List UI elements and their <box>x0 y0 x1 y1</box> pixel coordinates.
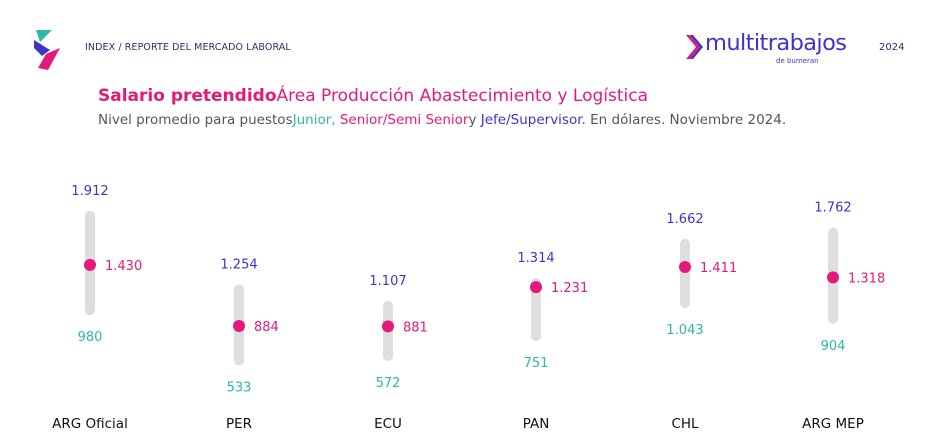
subtitle-senior: Senior/Semi Senior <box>335 112 469 128</box>
jefe-label-ecu: 1.107 <box>369 274 406 289</box>
range-bar-chl <box>680 238 690 309</box>
senior-point-pan <box>530 281 542 294</box>
subtitle-connector: y <box>468 112 477 128</box>
senior-label-chl: 1.411 <box>700 261 737 276</box>
junior-label-per: 533 <box>227 380 252 395</box>
brand-subname: de bumeran <box>776 57 819 65</box>
junior-label-ecu: 572 <box>376 376 401 391</box>
subtitle-prefix: Nivel promedio para puestos <box>98 112 293 128</box>
junior-label-arg-oficial: 980 <box>78 330 103 345</box>
junior-label-arg-mep: 904 <box>821 339 846 354</box>
jefe-label-arg-oficial: 1.912 <box>71 184 108 199</box>
subtitle-junior: Junior, <box>292 112 336 128</box>
range-bar-pan <box>531 277 541 341</box>
senior-point-arg-mep <box>827 271 839 284</box>
chart-subtitle: Nivel promedio para puestosJunior, Senio… <box>98 112 786 128</box>
senior-point-arg-oficial <box>84 258 96 271</box>
senior-label-arg-mep: 1.318 <box>848 271 885 286</box>
title-rest: Área Producción Abastecimiento y Logísti… <box>276 86 649 106</box>
category-label-arg-mep: ARG MEP <box>802 416 864 432</box>
multitrabajos-logo: multitrabajos de bumeran <box>684 30 864 69</box>
title-highlight: Salario pretendido <box>98 86 277 106</box>
senior-point-per <box>233 319 245 332</box>
senior-label-per: 884 <box>254 320 279 335</box>
category-label-pan: PAN <box>523 416 550 432</box>
subtitle-suffix: . En dólares. Noviembre 2024. <box>581 112 787 128</box>
senior-label-pan: 1.231 <box>551 281 588 296</box>
jefe-label-per: 1.254 <box>220 258 257 273</box>
senior-label-arg-oficial: 1.430 <box>105 259 142 274</box>
category-label-ecu: ECU <box>374 416 402 432</box>
chart-title: Salario pretendidoÁrea Producción Abaste… <box>98 86 648 106</box>
report-year: 2024 <box>879 42 905 53</box>
index-logo-icon <box>34 30 60 70</box>
category-label-chl: CHL <box>671 416 699 432</box>
jefe-label-arg-mep: 1.762 <box>814 201 851 216</box>
subtitle-jefe: Jefe/Supervisor <box>476 112 582 128</box>
jefe-label-chl: 1.662 <box>666 212 703 227</box>
junior-label-chl: 1.043 <box>666 323 703 338</box>
junior-label-pan: 751 <box>524 356 549 371</box>
category-label-arg-oficial: ARG Oficial <box>52 416 128 432</box>
senior-point-ecu <box>382 320 394 333</box>
report-header-label: INDEX / REPORTE DEL MERCADO LABORAL <box>85 42 291 53</box>
jefe-label-pan: 1.314 <box>517 251 554 266</box>
brand-name: multitrabajos <box>705 30 847 56</box>
category-label-per: PER <box>226 416 252 432</box>
brand-chevron-icon <box>686 35 703 59</box>
senior-point-chl <box>679 260 691 273</box>
senior-label-ecu: 881 <box>403 320 428 335</box>
